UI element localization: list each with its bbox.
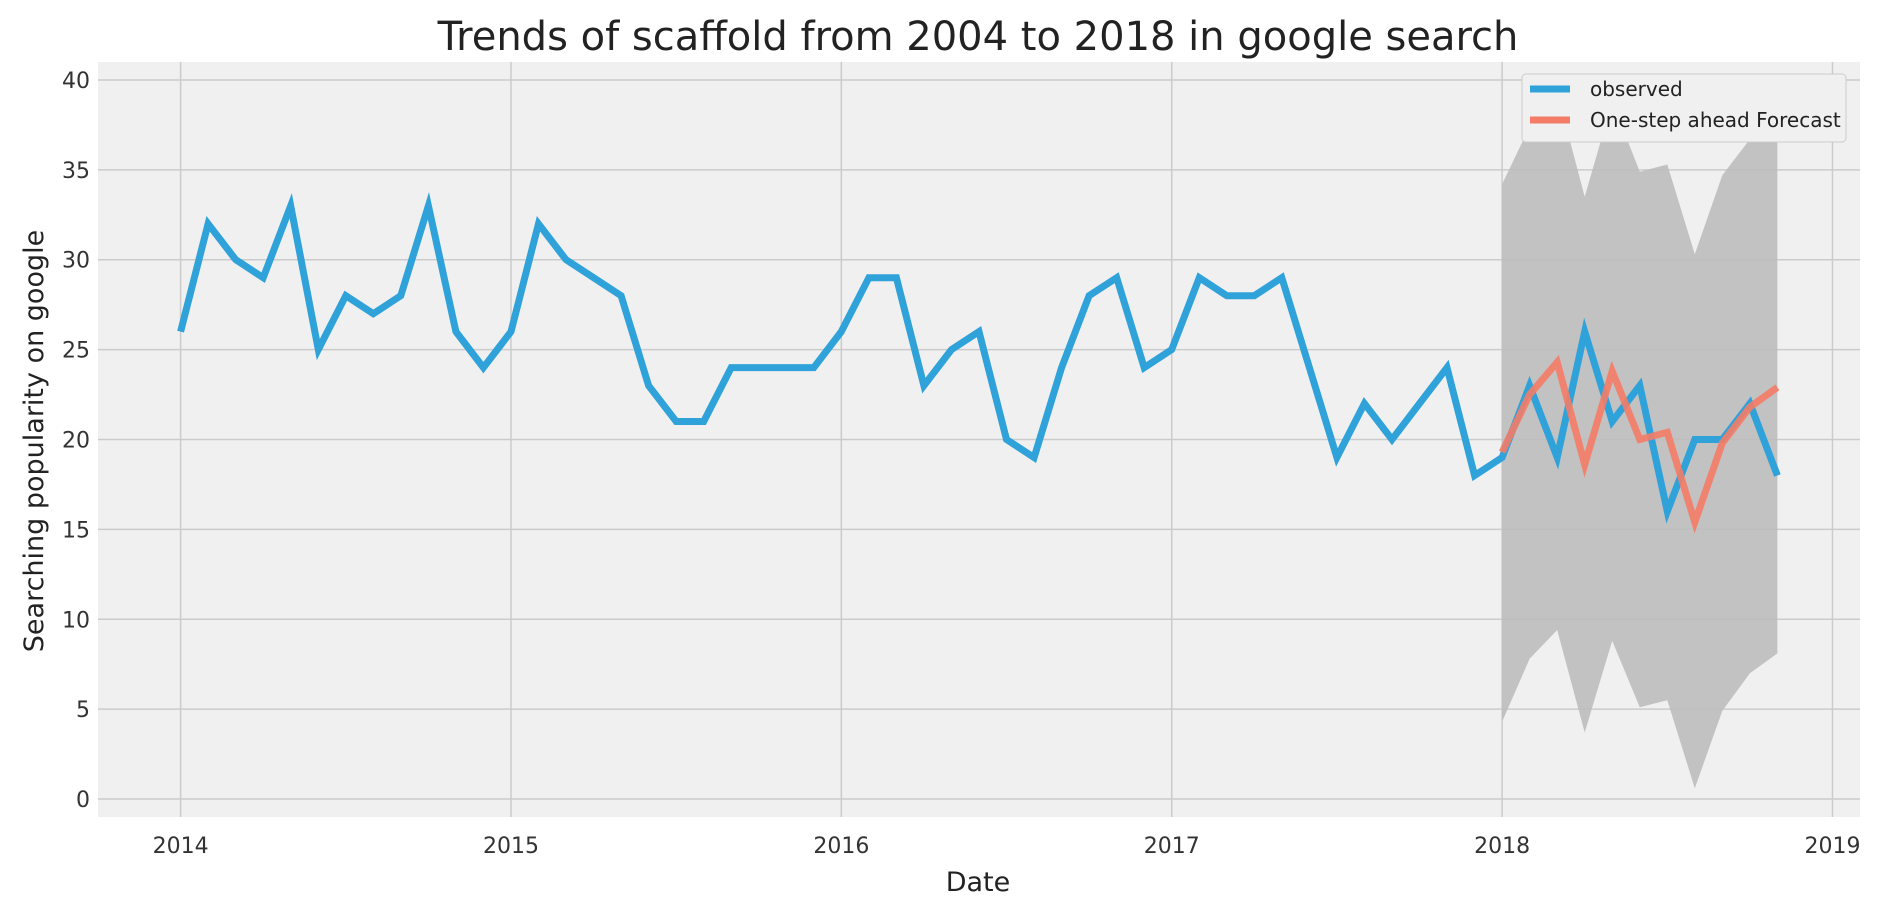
x-tick-label: 2014 <box>153 834 209 859</box>
y-tick-label: 30 <box>62 249 90 274</box>
x-tick-label: 2016 <box>813 834 869 859</box>
x-tick-label: 2018 <box>1474 834 1530 859</box>
legend-box <box>1521 73 1847 143</box>
series-lines <box>177 192 1781 534</box>
legend-label-forecast: One-step ahead Forecast <box>1590 108 1841 132</box>
legend: observed One-step ahead Forecast <box>1521 73 1847 143</box>
y-tick-label: 15 <box>62 518 90 543</box>
tick-labels: 0 5 10 15 20 25 30 35 40 2014 2015 2016 2017 2018 2019 <box>62 69 1860 859</box>
x-tick-label: 2017 <box>1144 834 1200 859</box>
y-tick-label: 40 <box>62 69 90 94</box>
grid <box>98 62 1860 817</box>
x-tick-label: 2015 <box>483 834 539 859</box>
series-forecast-line <box>1498 354 1780 534</box>
legend-label-observed: observed <box>1590 77 1683 101</box>
y-tick-label: 0 <box>76 788 90 813</box>
y-tick-label: 25 <box>62 339 90 364</box>
chart-title: Trends of scaffold from 2004 to 2018 in … <box>437 14 1519 60</box>
y-tick-label: 35 <box>62 159 90 184</box>
y-tick-label: 5 <box>76 698 90 723</box>
x-tick-label: 2019 <box>1804 834 1860 859</box>
y-tick-label: 20 <box>62 429 90 454</box>
x-axis-label: Date <box>946 867 1011 898</box>
y-tick-label: 10 <box>62 608 90 633</box>
y-axis-label: Searching popularity on google <box>19 230 50 652</box>
